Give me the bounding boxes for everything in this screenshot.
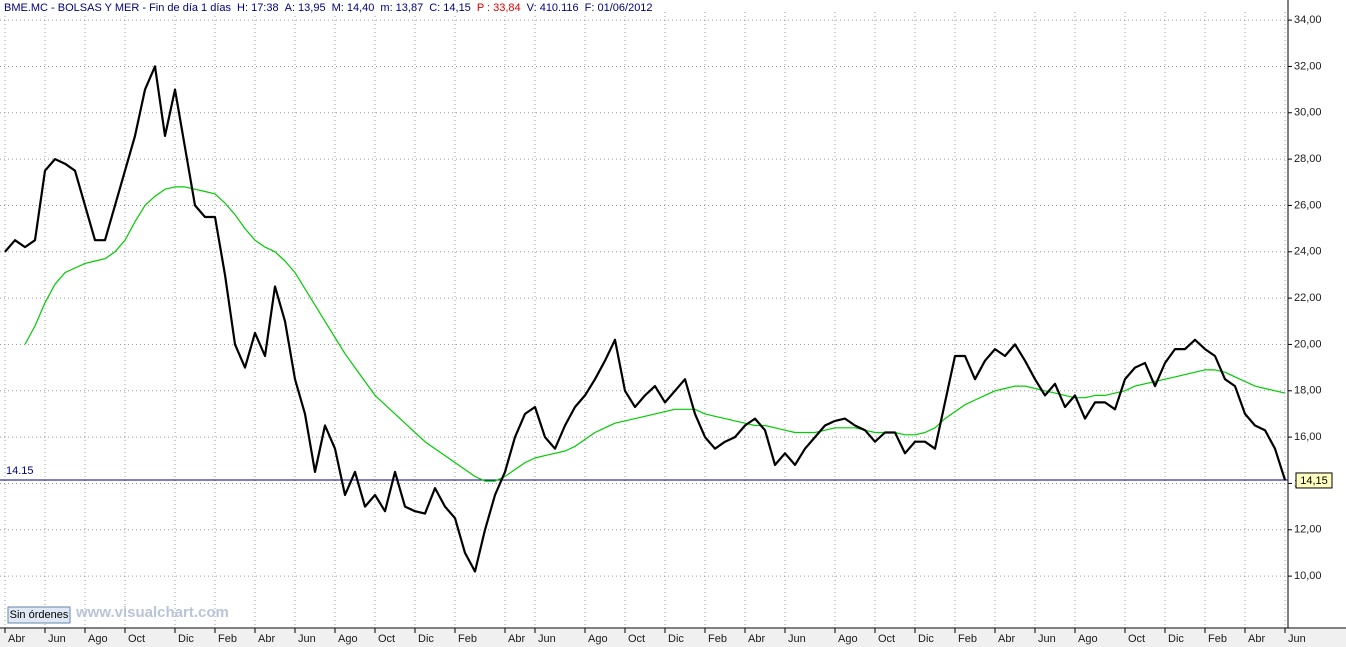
header-box <box>0 0 640 15</box>
y-tick-label: 18,00 <box>1294 385 1322 397</box>
x-tick-label: Oct <box>628 633 645 645</box>
x-tick-label: Dic <box>418 633 434 645</box>
x-tick-label: Abr <box>8 633 25 645</box>
header-item: C: 14,15 <box>429 2 471 14</box>
y-tick-label: 10,00 <box>1294 570 1322 582</box>
x-tick-label: Dic <box>918 633 934 645</box>
x-tick-label: Oct <box>1128 633 1145 645</box>
x-tick-label: Jun <box>298 633 316 645</box>
y-tick-label: 16,00 <box>1294 431 1322 443</box>
x-tick-label: Feb <box>458 633 477 645</box>
x-tick-label: Ago <box>588 633 608 645</box>
x-tick-label: Jun <box>48 633 66 645</box>
y-tick-label: 34,00 <box>1294 14 1322 26</box>
reference-label: 14.15 <box>6 465 34 477</box>
series-line <box>4 65 1287 573</box>
header-item: M: 14,40 <box>332 2 375 14</box>
y-tick-label: 22,00 <box>1294 292 1322 304</box>
x-tick-label: Ago <box>338 633 358 645</box>
x-axis-band <box>0 629 1346 647</box>
last-price-label: 14,15 <box>1300 475 1328 487</box>
x-tick-label: Dic <box>668 633 684 645</box>
x-tick-label: Jun <box>538 633 556 645</box>
x-tick-label: Abr <box>998 633 1015 645</box>
x-tick-label: Ago <box>88 633 108 645</box>
x-tick-label: Oct <box>878 633 895 645</box>
x-tick-label: Ago <box>838 633 858 645</box>
labels: 10,0012,0014,0016,0018,0020,0022,0024,00… <box>6 14 1333 645</box>
last-price-box <box>1295 472 1333 489</box>
y-tick-label: 30,00 <box>1294 107 1322 119</box>
series <box>0 65 1288 573</box>
y-tick-label: 26,00 <box>1294 199 1322 211</box>
x-tick-label: Ago <box>1078 633 1098 645</box>
button-box[interactable] <box>7 606 71 624</box>
x-tick-label: Oct <box>128 633 145 645</box>
header-item: V: 410.116 <box>527 2 579 14</box>
header-item: F: 01/06/2012 <box>585 2 653 14</box>
x-tick-label: Feb <box>708 633 727 645</box>
x-tick-label: Abr <box>748 633 765 645</box>
watermark: www.visualchart.com <box>75 604 229 621</box>
y-tick-label: 32,00 <box>1294 60 1322 72</box>
x-tick-label: Dic <box>178 633 194 645</box>
x-tick-label: Jun <box>1288 633 1306 645</box>
x-tick-label: Jun <box>1038 633 1056 645</box>
y-tick-label: 28,00 <box>1294 153 1322 165</box>
x-tick-label: Abr <box>508 633 525 645</box>
header-item: H: 17:38 <box>237 2 279 14</box>
x-tick-label: Abr <box>258 633 275 645</box>
y-tick-label: 20,00 <box>1294 338 1322 350</box>
x-tick-label: Jun <box>788 633 806 645</box>
x-tick-label: Dic <box>1168 633 1184 645</box>
x-tick-label: Feb <box>1208 633 1227 645</box>
grid <box>0 12 1292 633</box>
header-item: P : 33,84 <box>477 2 521 14</box>
y-tick-label: 24,00 <box>1294 246 1322 258</box>
x-tick-label: Oct <box>378 633 395 645</box>
x-tick-label: Feb <box>958 633 977 645</box>
header-item: BME.MC - BOLSAS Y MER - Fin de día 1 día… <box>4 2 232 14</box>
y-tick-label: 12,00 <box>1294 524 1322 536</box>
x-tick-label: Abr <box>1248 633 1265 645</box>
header: BME.MC - BOLSAS Y MER - Fin de día 1 día… <box>4 2 653 14</box>
header-item: A: 13,95 <box>285 2 326 14</box>
x-tick-label: Feb <box>218 633 237 645</box>
header-item: m: 13,87 <box>380 2 423 14</box>
button[interactable]: Sin órdenes <box>10 609 69 621</box>
